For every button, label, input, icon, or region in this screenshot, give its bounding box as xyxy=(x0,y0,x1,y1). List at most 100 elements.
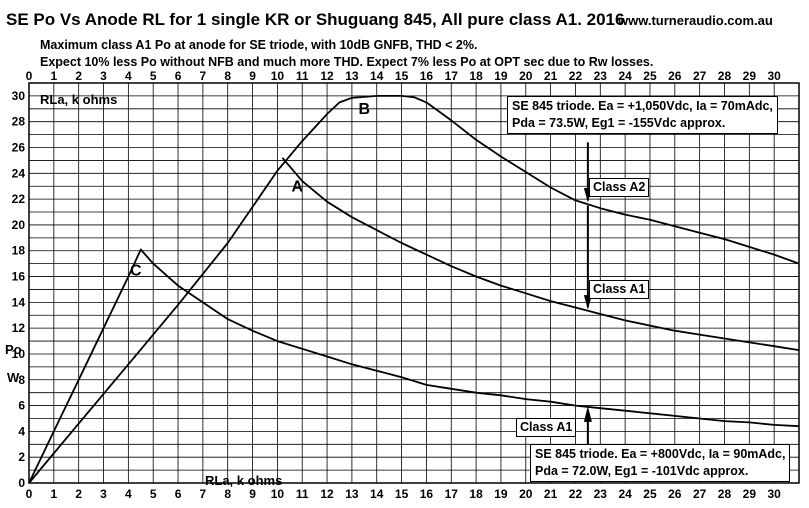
plot-frame xyxy=(28,82,800,484)
x-tick-label-bottom: 12 xyxy=(320,487,334,501)
lower-note-line-1: SE 845 triode. Ea = +800Vdc, Ia = 90mAdc… xyxy=(535,447,786,461)
y-tick-label: 30 xyxy=(12,89,26,103)
curve-label-A: A xyxy=(291,178,303,195)
x-tick-label-top: 29 xyxy=(743,69,757,83)
subtitle-line-2: Expect 10% less Po without NFB and much … xyxy=(40,55,654,69)
lower-note-box: SE 845 triode. Ea = +800Vdc, Ia = 90mAdc… xyxy=(530,444,791,482)
x-tick-label-bottom: 24 xyxy=(618,487,632,501)
x-tick-label-bottom: 18 xyxy=(469,487,483,501)
chart-title: SE Po Vs Anode RL for 1 single KR or Shu… xyxy=(6,10,625,29)
x-tick-label-top: 10 xyxy=(271,69,285,83)
x-tick-label-bottom: 8 xyxy=(224,487,231,501)
x-tick-label-top: 25 xyxy=(643,69,657,83)
curves xyxy=(28,95,800,484)
curve-B xyxy=(28,95,800,484)
x-tick-label-bottom: 23 xyxy=(594,487,608,501)
x-tick-label-top: 24 xyxy=(618,69,632,83)
y-tick-label: 12 xyxy=(12,321,26,335)
y-tick-label: 6 xyxy=(18,399,25,413)
y-tick-label: 28 xyxy=(12,115,26,129)
subtitle-line-1: Maximum class A1 Po at anode for SE trio… xyxy=(40,38,478,52)
x-tick-label-bottom: 10 xyxy=(271,487,285,501)
y-axis-label-po: Po xyxy=(5,342,22,357)
x-tick-label-top: 3 xyxy=(100,69,107,83)
x-tick-label-bottom: 27 xyxy=(693,487,707,501)
x-tick-label-bottom: 3 xyxy=(100,487,107,501)
x-tick-label-top: 11 xyxy=(296,69,309,83)
x-tick-label-top: 1 xyxy=(50,69,57,83)
class-a1-label-lower: Class A1 xyxy=(516,418,577,437)
y-tick-label: 24 xyxy=(12,166,26,180)
x-tick-label-top: 7 xyxy=(200,69,207,83)
y-axis-top-label: RLa, k ohms xyxy=(40,92,118,107)
x-tick-label-bottom: 21 xyxy=(544,487,558,501)
class-a1-lower-arrow-head xyxy=(583,406,592,422)
y-tick-label: 2 xyxy=(18,450,25,464)
x-tick-label-bottom: 4 xyxy=(125,487,132,501)
curve-A xyxy=(281,157,800,351)
x-tick-label-top: 26 xyxy=(668,69,682,83)
x-tick-label-bottom: 2 xyxy=(75,487,82,501)
x-tick-label-top: 22 xyxy=(569,69,583,83)
x-tick-label-bottom: 13 xyxy=(345,487,359,501)
class-a1-label-upper: Class A1 xyxy=(589,280,650,299)
x-tick-label-top: 15 xyxy=(395,69,409,83)
x-tick-label-top: 13 xyxy=(345,69,359,83)
x-tick-label-top: 18 xyxy=(469,69,483,83)
x-tick-label-bottom: 15 xyxy=(395,487,409,501)
x-tick-label-bottom: 5 xyxy=(150,487,157,501)
x-tick-label-top: 21 xyxy=(544,69,558,83)
x-tick-label-bottom: 9 xyxy=(249,487,256,501)
website-link[interactable]: www.turneraudio.com.au xyxy=(618,13,773,28)
y-tick-label: 26 xyxy=(12,141,26,155)
y-tick-label: 4 xyxy=(18,424,25,438)
y-axis-label-w: W xyxy=(7,370,20,385)
x-tick-label-top: 2 xyxy=(75,69,82,83)
x-tick-label-top: 9 xyxy=(249,69,256,83)
y-tick-label: 18 xyxy=(12,244,26,258)
x-tick-label-top: 6 xyxy=(175,69,182,83)
y-tick-label: 20 xyxy=(12,218,26,232)
curve-C xyxy=(28,248,800,484)
y-tick-label: 14 xyxy=(12,295,26,309)
upper-note-box: SE 845 triode. Ea = +1,050Vdc, Ia = 70mA… xyxy=(507,96,778,134)
x-tick-label-bottom: 11 xyxy=(296,487,309,501)
x-tick-label-top: 27 xyxy=(693,69,707,83)
tick-labels: 0011223344556677889910101111121213131414… xyxy=(12,69,782,501)
x-tick-label-bottom: 26 xyxy=(668,487,682,501)
y-tick-label: 22 xyxy=(12,192,26,206)
curve-label-C: C xyxy=(130,262,142,279)
y-tick-label: 8 xyxy=(18,373,25,387)
x-tick-label-top: 28 xyxy=(718,69,732,83)
x-tick-label-bottom: 30 xyxy=(767,487,781,501)
x-tick-label-top: 17 xyxy=(445,69,459,83)
x-tick-label-bottom: 20 xyxy=(519,487,533,501)
x-tick-label-bottom: 1 xyxy=(50,487,57,501)
y-tick-label: 16 xyxy=(12,270,26,284)
x-axis-label: RLa, k ohms xyxy=(205,473,283,488)
curve-label-B: B xyxy=(359,101,371,118)
x-tick-label-top: 20 xyxy=(519,69,533,83)
x-tick-label-top: 0 xyxy=(26,69,33,83)
x-tick-label-top: 5 xyxy=(150,69,157,83)
x-tick-label-bottom: 29 xyxy=(743,487,757,501)
x-tick-label-bottom: 22 xyxy=(569,487,583,501)
x-tick-label-top: 16 xyxy=(420,69,434,83)
x-tick-label-bottom: 0 xyxy=(26,487,33,501)
x-tick-label-bottom: 16 xyxy=(420,487,434,501)
y-tick-label: 0 xyxy=(18,476,25,490)
x-tick-label-top: 4 xyxy=(125,69,132,83)
x-tick-label-top: 8 xyxy=(224,69,231,83)
x-tick-label-bottom: 6 xyxy=(175,487,182,501)
upper-note-line-1: SE 845 triode. Ea = +1,050Vdc, Ia = 70mA… xyxy=(512,99,773,113)
x-tick-label-top: 12 xyxy=(320,69,334,83)
y-tick-label: 10 xyxy=(12,347,26,361)
x-tick-label-bottom: 19 xyxy=(494,487,508,501)
grid xyxy=(28,82,800,484)
x-tick-label-bottom: 7 xyxy=(200,487,207,501)
curve-labels: B A C xyxy=(130,101,370,279)
x-tick-label-bottom: 14 xyxy=(370,487,384,501)
x-tick-label-bottom: 25 xyxy=(643,487,657,501)
x-tick-label-bottom: 17 xyxy=(445,487,459,501)
